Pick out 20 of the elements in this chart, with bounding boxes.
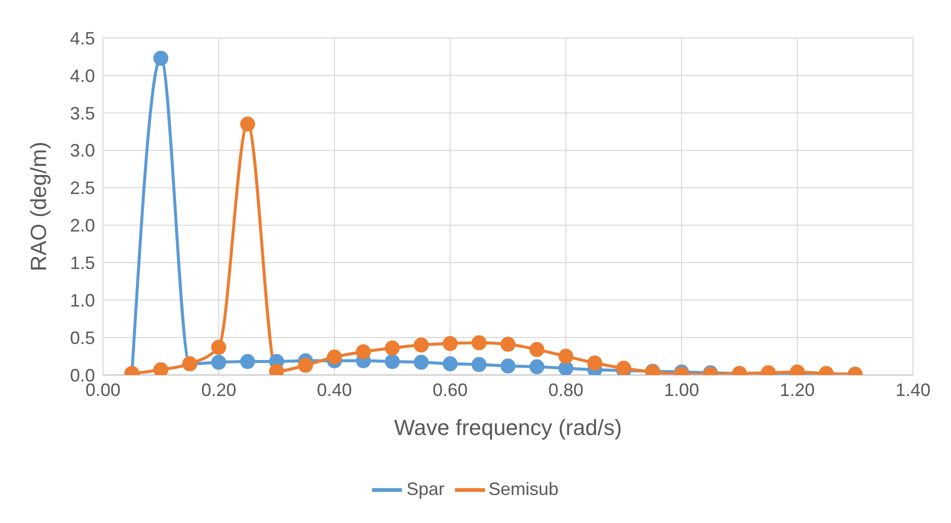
x-tick-label: 1.20 [780, 380, 815, 400]
y-tick-label: 1.0 [70, 290, 95, 310]
y-tick-label: 4.0 [70, 66, 95, 86]
x-tick-label: 0.60 [432, 380, 468, 400]
x-axis-title: Wave frequency (rad/s) [394, 415, 622, 440]
y-tick-label: 3.5 [70, 103, 95, 124]
x-tick-label: 0.40 [316, 380, 352, 400]
y-tick-label: 0.5 [70, 328, 95, 348]
y-tick-label: 2.0 [70, 216, 95, 236]
y-tick-label: 1.5 [70, 253, 95, 274]
y-axis-title: RAO (deg/m) [26, 142, 51, 272]
x-tick-label: 0.20 [201, 380, 236, 400]
x-tick-label: 1.00 [664, 380, 700, 400]
y-tick-label: 2.5 [70, 178, 95, 198]
legend-label: Semisub [488, 478, 559, 499]
y-tick-label: 4.5 [70, 28, 95, 48]
x-tick-label: 1.40 [895, 380, 931, 400]
x-tick-label: 0.80 [548, 380, 584, 400]
legend-label: Spar [406, 478, 444, 499]
y-tick-label: 3.0 [70, 140, 95, 161]
